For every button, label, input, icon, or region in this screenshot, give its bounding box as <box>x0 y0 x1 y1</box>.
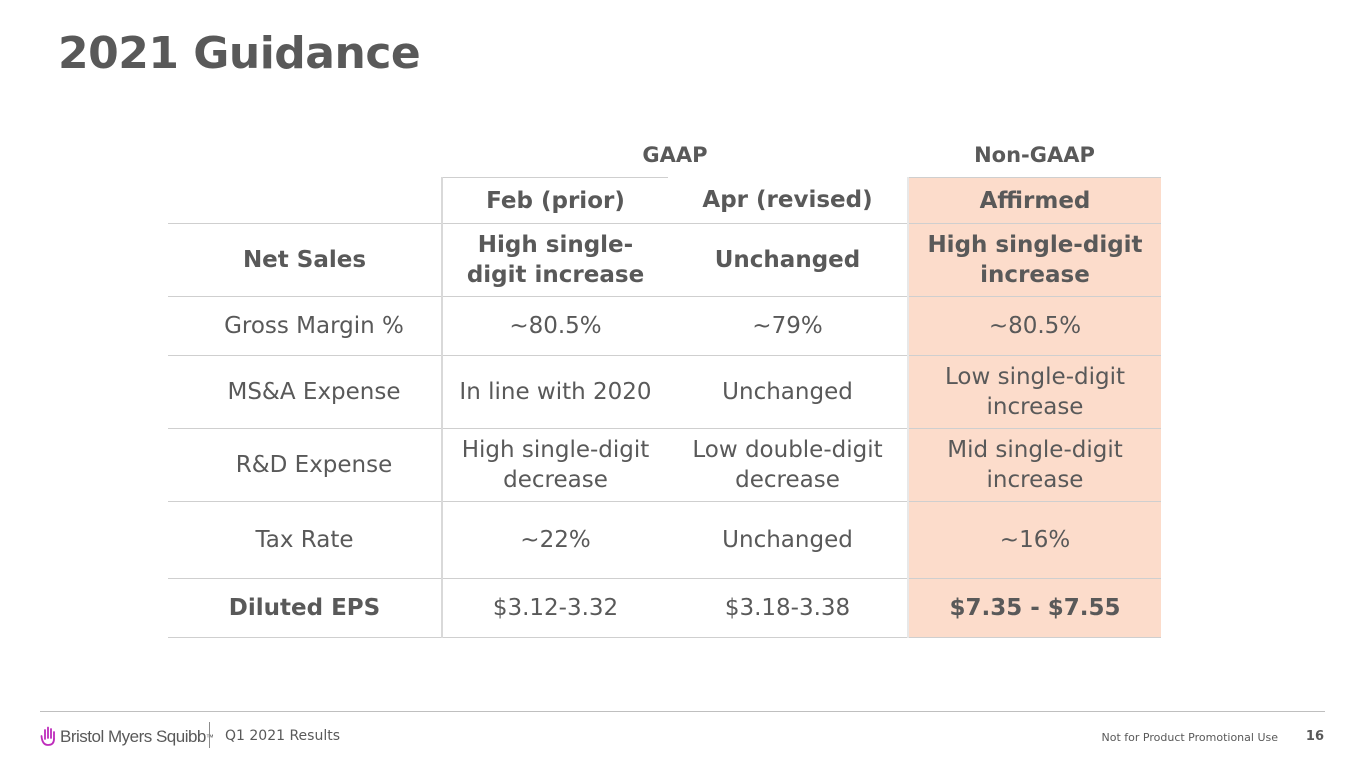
cell-apr: Unchanged <box>668 355 908 429</box>
row-label-gross-margin: Gross Margin % <box>168 296 442 356</box>
header-blank-cell <box>168 177 442 224</box>
footer-vertical-divider <box>209 722 210 748</box>
cell-feb: $3.12-3.32 <box>441 578 668 638</box>
row-label-diluted-eps: Diluted EPS <box>168 578 442 638</box>
company-logo: Bristol Myers Squibb™ <box>40 724 214 750</box>
cell-non-gaap: Low single-digit increase <box>907 355 1161 429</box>
column-header-affirmed: Affirmed <box>907 177 1161 224</box>
footer-disclaimer: Not for Product Promotional Use <box>1101 731 1278 744</box>
cell-apr: $3.18-3.38 <box>668 578 908 638</box>
cell-feb: ~22% <box>441 501 668 579</box>
footer-section-label: Q1 2021 Results <box>225 728 341 744</box>
cell-apr: Unchanged <box>668 501 908 579</box>
hand-icon <box>40 726 55 746</box>
cell-non-gaap: ~80.5% <box>907 296 1161 356</box>
row-label-net-sales: Net Sales <box>168 223 442 297</box>
cell-feb: High single-digit increase <box>441 223 668 297</box>
table-row: Net Sales High single-digit increase Unc… <box>168 223 1161 297</box>
table-row: R&D Expense High single-digit decrease L… <box>168 428 1161 502</box>
cell-non-gaap: Mid single-digit increase <box>907 428 1161 502</box>
cell-non-gaap: $7.35 - $7.55 <box>907 578 1161 638</box>
table-row: Gross Margin % ~80.5% ~79% ~80.5% <box>168 296 1161 356</box>
cell-non-gaap: High single-digit increase <box>907 223 1161 297</box>
guidance-table: Feb (prior) Apr (revised) Affirmed Net S… <box>168 177 1161 638</box>
gaap-header: GAAP <box>642 143 708 167</box>
page-number: 16 <box>1305 729 1324 744</box>
footer-divider <box>40 711 1325 712</box>
table-row: Diluted EPS $3.12-3.32 $3.18-3.38 $7.35 … <box>168 578 1161 638</box>
cell-apr: Low double-digit decrease <box>668 428 908 502</box>
page-title: 2021 Guidance <box>58 28 421 79</box>
cell-feb: High single-digit decrease <box>441 428 668 502</box>
table-row: Tax Rate ~22% Unchanged ~16% <box>168 501 1161 579</box>
table-row: MS&A Expense In line with 2020 Unchanged… <box>168 355 1161 429</box>
cell-apr: ~79% <box>668 296 908 356</box>
column-header-feb: Feb (prior) <box>441 177 668 224</box>
logo-text: Bristol Myers Squibb <box>60 727 206 746</box>
row-label-msa-expense: MS&A Expense <box>168 355 442 429</box>
cell-feb: ~80.5% <box>441 296 668 356</box>
cell-non-gaap: ~16% <box>907 501 1161 579</box>
cell-apr: Unchanged <box>668 223 908 297</box>
row-label-rd-expense: R&D Expense <box>168 428 442 502</box>
non-gaap-header: Non-GAAP <box>974 143 1095 167</box>
table-header-row: Feb (prior) Apr (revised) Affirmed <box>168 177 1161 224</box>
row-label-tax-rate: Tax Rate <box>168 501 442 579</box>
cell-feb: In line with 2020 <box>441 355 668 429</box>
column-header-apr: Apr (revised) <box>668 177 908 224</box>
